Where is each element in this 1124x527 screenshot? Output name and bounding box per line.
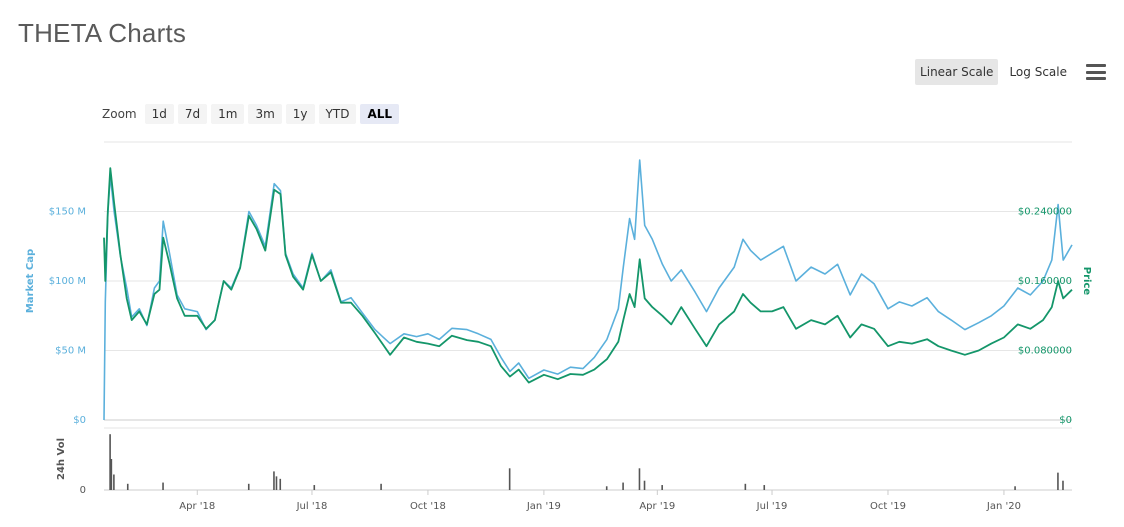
volume-bar	[275, 476, 278, 490]
volume-tick-label: 0	[80, 485, 86, 496]
y-left-tick-label: $100 M	[49, 276, 86, 287]
volume-bars	[109, 434, 1064, 490]
axes: $0 $50 M $100 M $150 M $0 $0.080000 $0.160000 $…	[25, 207, 1092, 513]
volume-bar	[763, 485, 766, 490]
volume-bar	[110, 459, 113, 490]
x-tick-label: Jul '18	[296, 501, 328, 512]
x-tick-label: Jul '19	[756, 501, 788, 512]
y-right-tick-label: $0.080000	[1018, 346, 1072, 357]
volume-bar	[622, 482, 624, 490]
zoom-button-1m[interactable]: 1m	[211, 104, 245, 124]
y-right-tick-label: $0	[1059, 415, 1072, 426]
zoom-button-7d[interactable]: 7d	[177, 104, 208, 124]
y-right-axis-title: Price	[1081, 267, 1092, 296]
volume-bar	[638, 468, 641, 490]
volume-bar	[380, 483, 382, 490]
x-tick-label: Oct '18	[410, 501, 446, 512]
hamburger-menu-icon[interactable]	[1086, 64, 1106, 80]
market-cap-line	[103, 159, 1073, 421]
x-tick-label: Oct '19	[870, 501, 906, 512]
linear-scale-button[interactable]: Linear Scale	[915, 59, 999, 85]
volume-bar	[162, 482, 164, 490]
y-left-tick-label: $0	[73, 415, 86, 426]
volume-bar	[126, 483, 129, 490]
volume-bar	[279, 478, 282, 490]
zoom-label: Zoom	[102, 107, 137, 121]
page-title: THETA Charts	[18, 18, 187, 48]
volume-bar	[313, 485, 316, 490]
y-left-tick-label: $50 M	[55, 346, 86, 357]
y-left-tick-label: $150 M	[49, 207, 86, 218]
zoom-button-ytd[interactable]: YTD	[318, 104, 357, 124]
log-scale-button[interactable]: Log Scale	[1009, 65, 1067, 79]
volume-bar	[247, 483, 250, 490]
zoom-button-all[interactable]: ALL	[360, 104, 400, 124]
y-right-tick-label: $0.160000	[1018, 276, 1072, 287]
volume-bar	[508, 468, 511, 490]
volume-bar	[1062, 480, 1064, 490]
volume-axis-title: 24h Vol	[56, 438, 67, 480]
scale-toggle: Linear Scale Log Scale	[915, 58, 1106, 86]
volume-bar	[273, 471, 275, 490]
zoom-button-3m[interactable]: 3m	[248, 104, 282, 124]
volume-bar	[661, 485, 663, 490]
x-tick-label: Apr '19	[639, 501, 675, 512]
volume-bar	[1057, 472, 1059, 490]
volume-bar	[605, 486, 608, 490]
grid-lines	[104, 141, 1072, 491]
x-tick-label: Jan '20	[986, 501, 1021, 512]
zoom-button-1y[interactable]: 1y	[285, 104, 315, 124]
zoom-button-1d[interactable]: 1d	[144, 104, 174, 124]
x-tick-label: Jan '19	[526, 501, 561, 512]
series-lines	[103, 159, 1073, 421]
y-left-axis-title: Market Cap	[25, 249, 36, 313]
x-tick-label: Apr '18	[179, 501, 215, 512]
volume-bar	[643, 480, 646, 490]
volume-bar	[744, 483, 747, 490]
price-line	[103, 167, 1073, 384]
volume-bar	[113, 474, 115, 490]
volume-bar	[109, 434, 111, 490]
y-right-tick-label: $0.240000	[1018, 207, 1072, 218]
zoom-bar: Zoom 1d 7d 1m 3m 1y YTD ALL	[102, 104, 400, 124]
volume-bar	[1014, 486, 1016, 490]
